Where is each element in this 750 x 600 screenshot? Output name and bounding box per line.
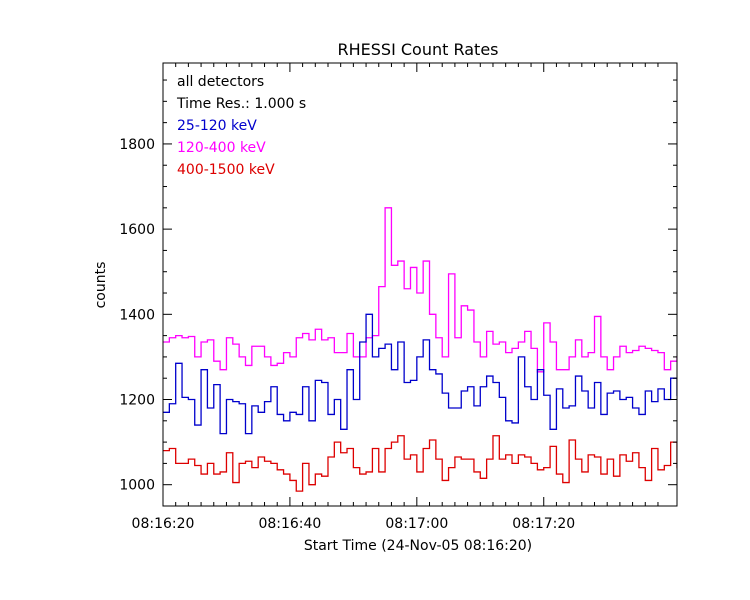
series-layer xyxy=(163,207,677,492)
x-tick-label: 08:16:40 xyxy=(258,516,321,532)
series-line xyxy=(163,435,677,492)
annotation-text: all detectors xyxy=(177,74,264,90)
series-line xyxy=(163,313,677,435)
y-tick-label: 1400 xyxy=(119,307,155,323)
series-line xyxy=(163,207,677,373)
x-axis-label: Start Time (24-Nov-05 08:16:20) xyxy=(304,538,532,554)
axis-ticks: 08:16:20 08:16:40 08:17:00 08:17:20 1000 1200… xyxy=(119,63,677,532)
y-axis-label: counts xyxy=(93,262,109,309)
x-tick-label: 08:17:00 xyxy=(385,516,448,532)
legend-entry: 120-400 keV xyxy=(177,140,266,156)
plot-frame xyxy=(162,62,678,507)
x-tick-label: 08:16:20 xyxy=(132,516,195,532)
y-tick-label: 1000 xyxy=(119,478,155,494)
legend: all detectors Time Res.: 1.000 s 25-120 ke… xyxy=(176,74,306,178)
legend-entry: 25-120 keV xyxy=(177,118,257,134)
y-tick-label: 1800 xyxy=(119,137,155,153)
legend-entry: 400-1500 keV xyxy=(177,162,275,178)
chart-title: RHESSI Count Rates xyxy=(338,40,499,59)
x-tick-label: 08:17:20 xyxy=(512,516,575,532)
y-tick-label: 1200 xyxy=(119,393,155,409)
y-tick-label: 1600 xyxy=(119,222,155,238)
annotation-text: Time Res.: 1.000 s xyxy=(176,96,306,112)
